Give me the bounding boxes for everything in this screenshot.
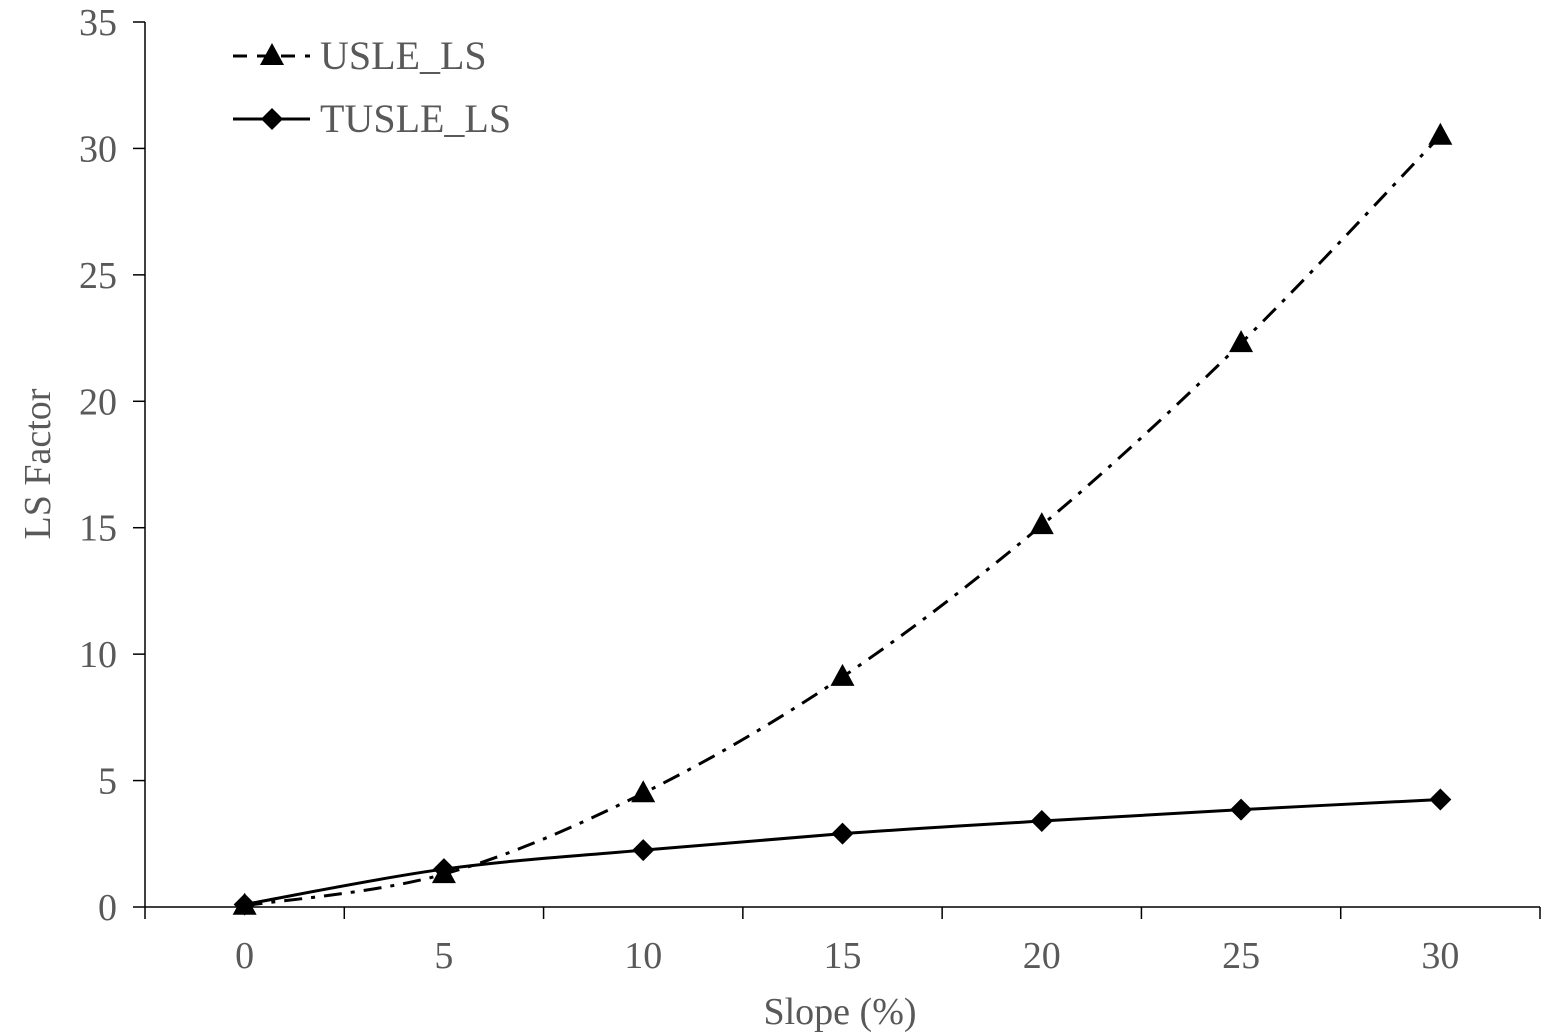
triangle-marker xyxy=(1428,122,1453,145)
y-tick-label: 15 xyxy=(79,508,117,550)
x-ticks: 0 5 10 15 20 25 30 xyxy=(144,907,1541,977)
series-tusle-ls xyxy=(233,788,1452,916)
series-line xyxy=(244,134,1442,908)
diamond-marker xyxy=(1030,810,1053,833)
x-tick-label: 20 xyxy=(1023,935,1061,977)
x-tick-label: 30 xyxy=(1421,935,1459,977)
series-layer xyxy=(232,122,1453,916)
diamond-marker xyxy=(432,858,455,881)
triangle-marker xyxy=(1229,330,1254,353)
legend-label: TUSLE_LS xyxy=(320,96,511,141)
y-tick-label: 20 xyxy=(79,381,117,423)
y-tick-label: 35 xyxy=(79,2,117,44)
y-ticks: 0 5 10 15 20 25 30 35 xyxy=(79,2,145,929)
y-axis-title: LS Factor xyxy=(17,388,59,539)
legend-item: USLE_LS xyxy=(233,33,487,78)
x-tick-label: 15 xyxy=(824,935,862,977)
triangle-marker xyxy=(631,780,656,803)
x-tick-label: 25 xyxy=(1222,935,1260,977)
y-tick-label: 0 xyxy=(98,887,117,929)
diamond-marker xyxy=(233,893,256,916)
diamond-marker xyxy=(1230,798,1253,821)
x-tick-label: 10 xyxy=(624,935,662,977)
triangle-marker xyxy=(1029,512,1054,535)
legend-diamond-icon xyxy=(261,108,283,130)
legend-item: TUSLE_LS xyxy=(233,96,511,141)
diamond-marker xyxy=(632,839,655,862)
legend-label: USLE_LS xyxy=(320,33,487,78)
y-tick-label: 5 xyxy=(98,761,117,803)
x-tick-label: 5 xyxy=(434,935,453,977)
y-tick-label: 10 xyxy=(79,634,117,676)
diamond-marker xyxy=(1429,788,1452,811)
legend-triangle-icon xyxy=(260,43,284,65)
series-usle-ls xyxy=(232,122,1453,915)
x-axis-title: Slope (%) xyxy=(763,991,916,1033)
diamond-marker xyxy=(831,822,854,845)
y-tick-label: 30 xyxy=(79,128,117,170)
triangle-marker xyxy=(830,663,855,686)
series-line xyxy=(244,798,1441,906)
y-tick-label: 25 xyxy=(79,255,117,297)
legend: USLE_LS TUSLE_LS xyxy=(233,33,511,141)
x-tick-label: 0 xyxy=(235,935,254,977)
axes: 0 5 10 15 20 25 30 35 0 5 10 15 20 25 30 xyxy=(79,2,1541,977)
